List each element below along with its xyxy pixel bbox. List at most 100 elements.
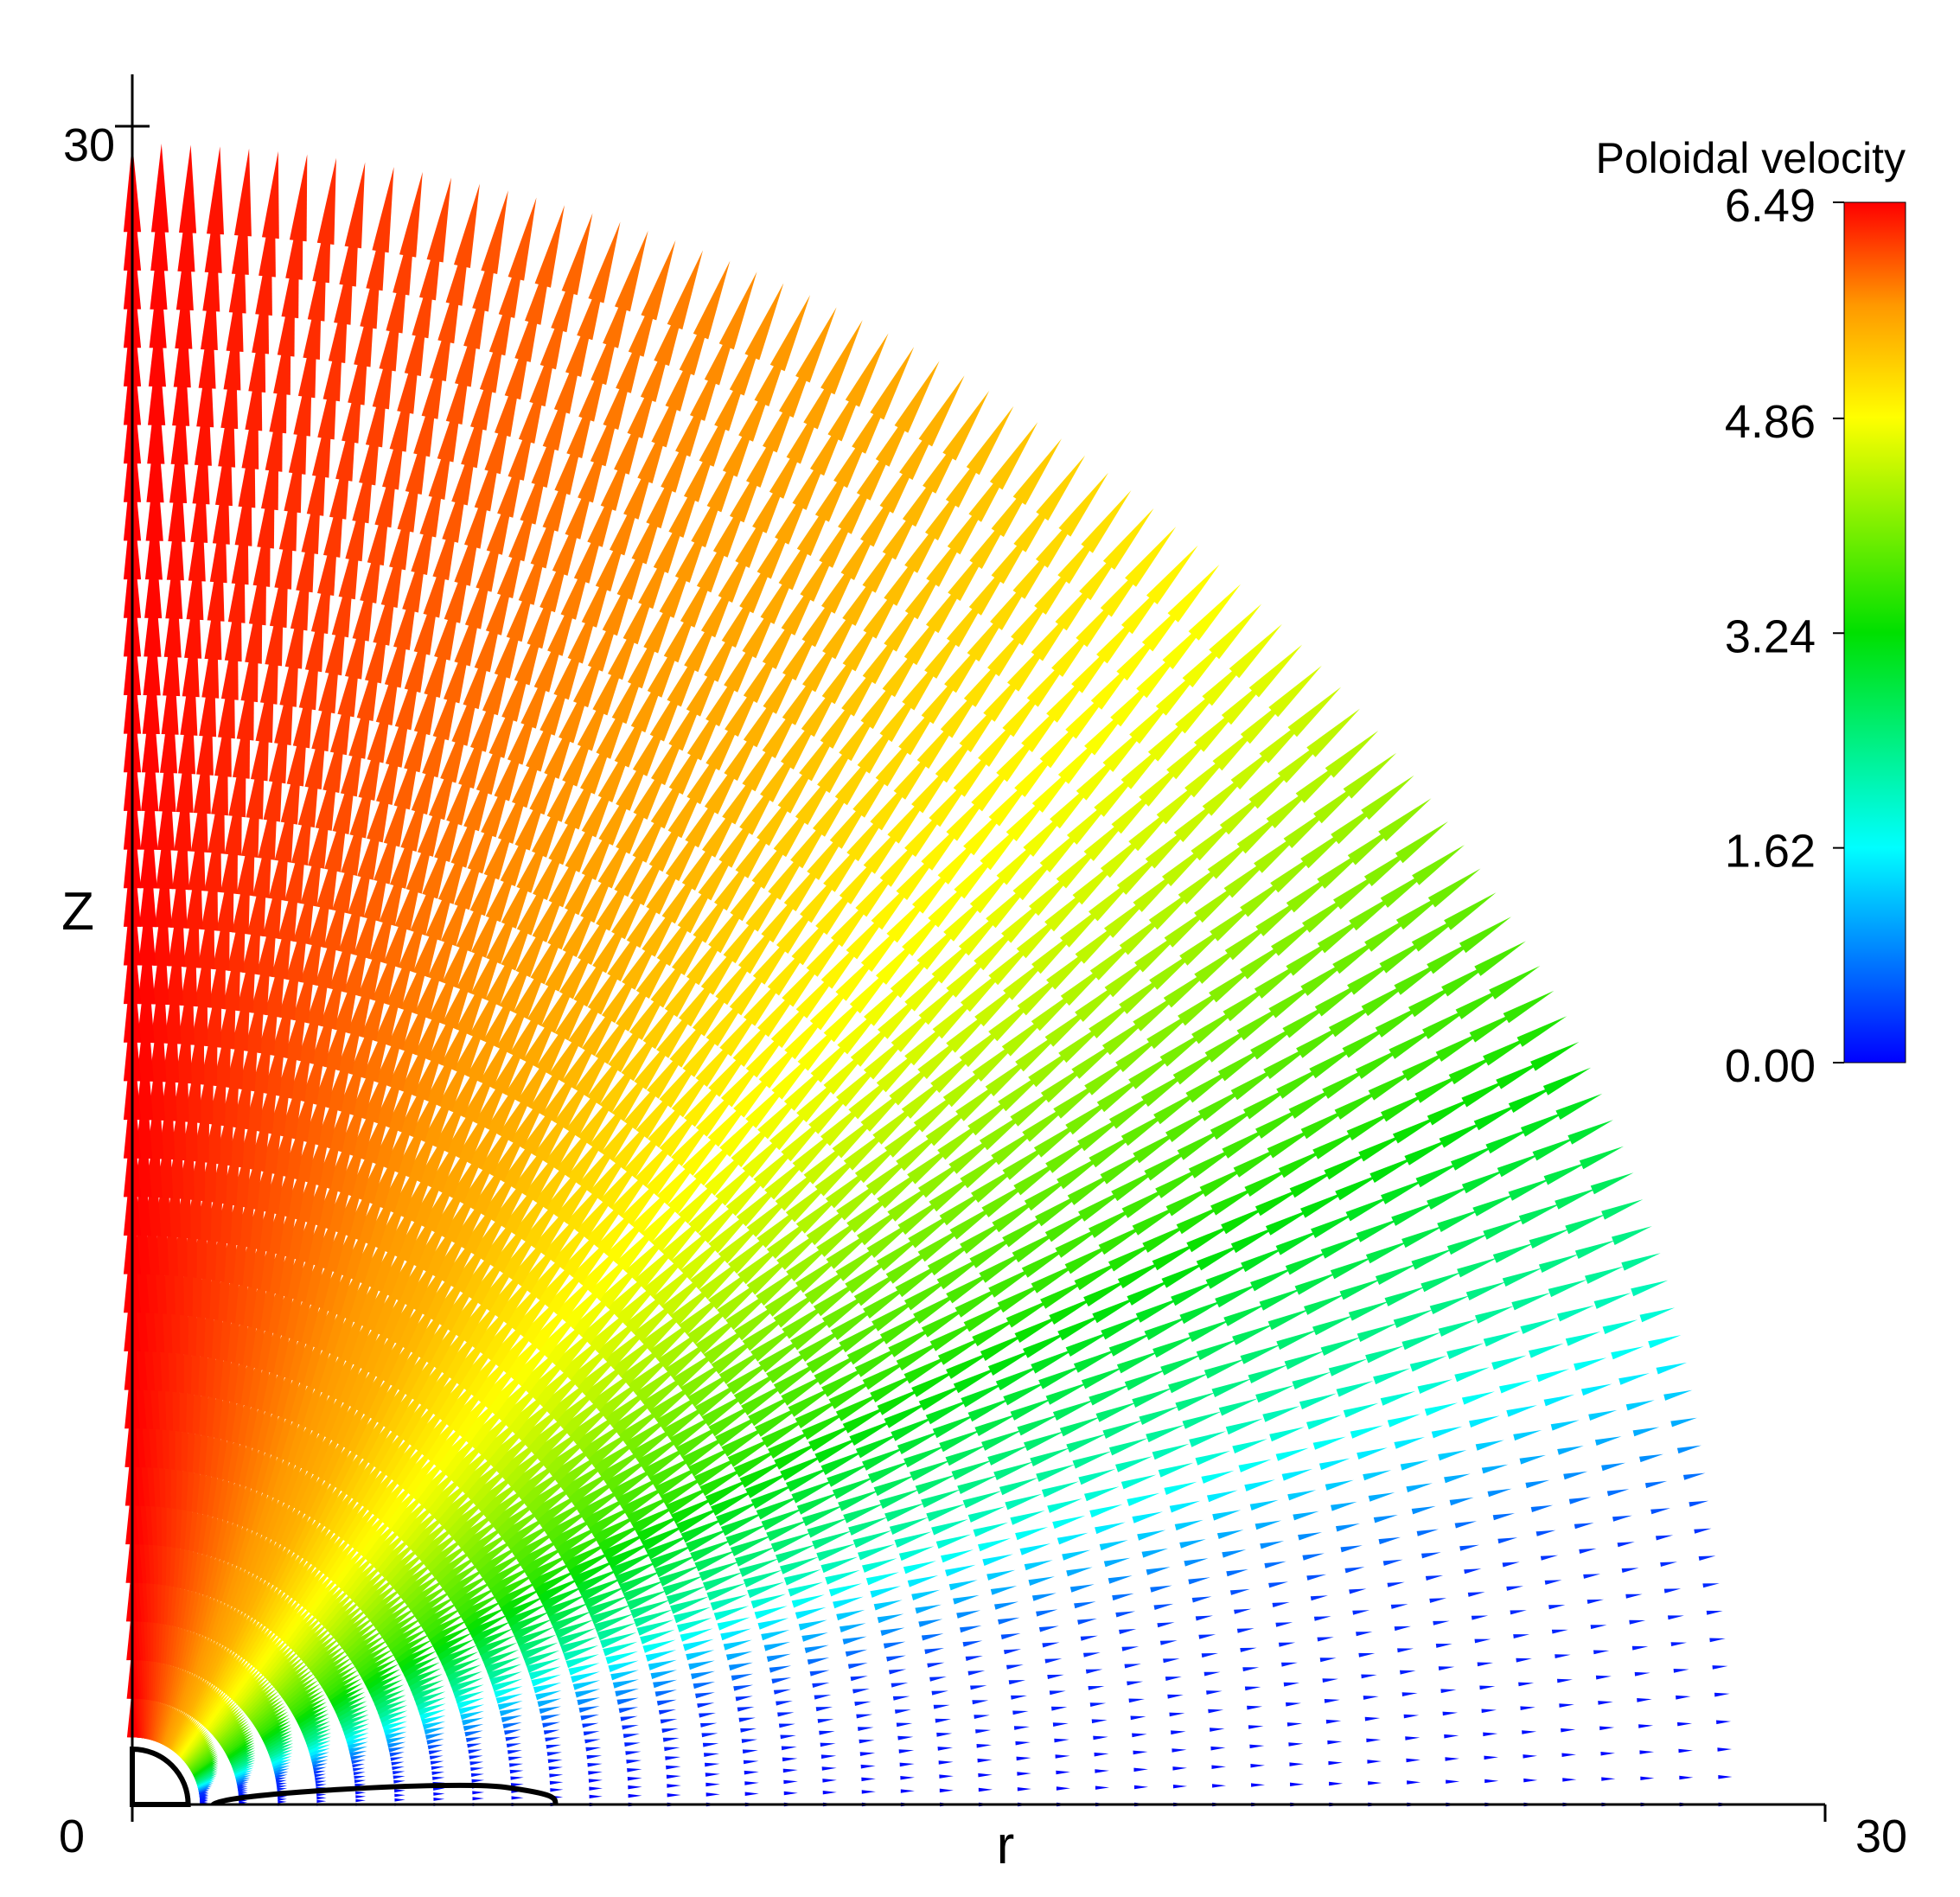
vector-arrow [1506,1586,1523,1591]
vector-arrow [978,1538,1012,1552]
vector-arrow [615,1688,639,1697]
vector-arrow [261,1727,292,1745]
vector-arrow [741,1739,758,1743]
vector-arrow [288,1690,323,1715]
vector-arrow [612,1679,639,1689]
vector-arrow [1542,1067,1592,1095]
vector-arrow [583,1731,600,1736]
vector-arrow [700,1722,718,1728]
vector-arrow [599,1632,637,1649]
disk-boundary [210,1782,559,1807]
vector-arrow [1477,1662,1494,1667]
vector-arrow [1017,1414,1061,1436]
vector-arrow [1288,1742,1304,1747]
vector-arrow [693,260,731,340]
vector-arrow [937,1747,954,1751]
vector-arrow [1557,1446,1584,1455]
vector-arrow [676,1618,712,1632]
vector-arrow [855,1432,903,1459]
vector-arrow [1544,1580,1562,1585]
vector-arrow [431,1626,472,1651]
vector-arrow [861,1777,876,1782]
vector-arrow [1508,1085,1556,1113]
vector-arrow [274,1774,288,1779]
vector-arrow [686,1527,731,1553]
vector-arrow [1010,1510,1045,1525]
vector-arrow [982,1554,1013,1566]
vector-arrow [1059,1416,1102,1437]
vector-arrow [1306,1415,1342,1430]
vector-arrow [825,1569,860,1585]
vector-arrow [820,1742,836,1747]
vector-arrow [744,1781,759,1785]
vector-arrow [1249,1744,1265,1749]
vector-arrow [717,1617,750,1631]
vector-arrow [622,1734,640,1739]
vector-arrow [1066,1434,1108,1453]
vector-arrow [766,1519,809,1542]
vector-arrow [364,1669,401,1690]
vector-arrow [354,1775,366,1779]
vector-arrow [737,1707,755,1712]
vector-arrow [310,1580,351,1621]
vector-arrow [615,230,648,312]
vector-arrow [728,1662,753,1671]
vector-arrow [542,1721,561,1728]
vector-arrow [1446,1779,1460,1784]
vector-arrow [1387,1414,1421,1428]
vector-arrow [1496,1059,1545,1089]
vector-arrow [399,171,423,258]
vector-arrow [1397,1648,1414,1653]
vector-arrow [1055,1754,1070,1759]
vector-arrow [349,1638,390,1667]
vector-arrow [510,1783,524,1787]
vector-arrow [1663,1389,1693,1401]
vector-arrow [461,1600,506,1627]
vector-arrow [314,1584,354,1625]
vector-arrow [1047,1498,1082,1513]
vector-arrow [870,1586,901,1598]
vector-arrow [1165,1677,1182,1681]
vector-arrow [376,1606,418,1638]
vector-arrow [735,1546,777,1567]
vector-arrow [1247,1705,1263,1710]
vector-arrow [1511,1293,1551,1311]
vector-arrow [1656,1362,1688,1375]
vector-arrow [1171,1730,1186,1735]
vector-arrow [502,1722,522,1729]
vector-arrow [745,1471,794,1498]
vector-arrow [323,1597,365,1635]
vector-arrow [626,1760,642,1764]
vector-arrow [1218,1398,1259,1416]
vector-arrow [344,1629,385,1659]
vector-arrow [1461,1391,1495,1405]
vector-arrow [1411,1248,1455,1270]
vector-arrow [1550,1420,1580,1431]
vector-arrow [856,1714,873,1719]
vector-arrow [431,1766,444,1770]
vector-arrow [1232,1323,1275,1345]
vector-arrow [720,1628,751,1641]
vector-arrow [769,295,811,372]
vector-arrow [1712,1665,1728,1670]
vector-arrow [1244,1686,1261,1691]
vector-arrow [1587,1599,1604,1604]
vector-arrow [540,1714,561,1721]
vector-arrow [439,1559,486,1594]
vector-arrow [801,1504,846,1527]
vector-arrow [1115,1456,1152,1472]
vector-arrow [1234,1608,1252,1614]
vector-arrow [1335,1172,1383,1201]
vector-arrow [464,1730,483,1737]
vector-arrow [1716,1720,1732,1725]
vector-arrow [1491,1355,1527,1370]
vector-arrow [1195,1615,1213,1621]
vector-arrow [357,1653,396,1678]
vector-arrow [1483,1330,1521,1347]
vector-arrow [1250,1764,1265,1768]
vector-arrow [587,1763,603,1767]
vector-arrow [932,1413,979,1439]
vector-arrow [1474,941,1526,976]
vector-arrow [1101,1313,1148,1340]
vector-arrow [1492,1242,1535,1263]
